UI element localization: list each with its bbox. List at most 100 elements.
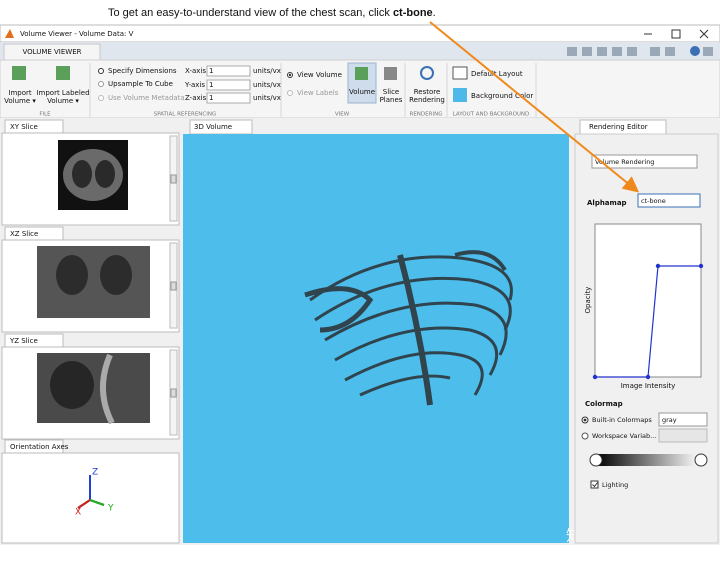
radio-dot bbox=[288, 73, 292, 77]
section-label: FILE bbox=[39, 112, 51, 118]
quick-icon[interactable] bbox=[650, 47, 660, 56]
instruction: To get an easy-to-understand view of the… bbox=[108, 7, 436, 19]
axis-field-label: X-axis bbox=[185, 67, 206, 75]
button-label: Default Layout bbox=[471, 70, 523, 78]
axis-field[interactable] bbox=[206, 92, 251, 104]
axis-field[interactable] bbox=[206, 79, 251, 91]
button-label: Slice bbox=[383, 88, 400, 96]
quick-icon[interactable] bbox=[665, 47, 675, 56]
yz-slice-lung bbox=[50, 361, 94, 409]
maximize-button[interactable] bbox=[671, 29, 681, 39]
mode-value: Volume Rendering bbox=[595, 158, 654, 166]
app-icon bbox=[5, 29, 14, 38]
quick-icon[interactable] bbox=[597, 47, 607, 56]
radio-label: Built-in Colormaps bbox=[592, 416, 652, 424]
quick-icon[interactable] bbox=[567, 47, 577, 56]
axis-field-label: Y-axis bbox=[184, 81, 205, 89]
panel-tab[interactable] bbox=[4, 333, 64, 348]
radio-label: View Volume bbox=[297, 71, 342, 79]
button-label: Import Labeled bbox=[36, 89, 89, 97]
xz-slice-image bbox=[37, 246, 150, 318]
import-icon[interactable] bbox=[12, 66, 26, 80]
rib bbox=[334, 326, 499, 376]
axis-field[interactable] bbox=[206, 65, 251, 77]
help-icon[interactable] bbox=[690, 46, 700, 56]
quick-icon[interactable] bbox=[627, 47, 637, 56]
x-axis bbox=[77, 499, 91, 509]
radio-dot bbox=[583, 418, 587, 422]
restore-icon[interactable] bbox=[420, 66, 434, 80]
radio[interactable] bbox=[287, 90, 293, 96]
axis-field-value: 1 bbox=[209, 81, 213, 89]
mode-dropdown[interactable] bbox=[591, 154, 698, 169]
scapula bbox=[454, 250, 507, 272]
radio[interactable] bbox=[581, 432, 589, 440]
panel-tab[interactable] bbox=[4, 439, 64, 454]
layout-icon[interactable] bbox=[452, 66, 468, 80]
xy-slice-lung bbox=[72, 160, 92, 188]
panel-tab[interactable] bbox=[4, 119, 64, 134]
radio[interactable] bbox=[98, 68, 104, 74]
volume-icon bbox=[355, 67, 368, 80]
colormap-bar bbox=[596, 454, 701, 466]
control-point[interactable] bbox=[655, 263, 661, 269]
toolstrip-tab-label: VOLUME VIEWER bbox=[22, 48, 81, 56]
button-label: Volume bbox=[349, 88, 375, 96]
slider-thumb[interactable] bbox=[170, 174, 177, 184]
instruction-text: To get an easy-to-understand view of the… bbox=[108, 7, 390, 19]
panel-tab[interactable] bbox=[4, 226, 64, 241]
checkmark bbox=[592, 482, 598, 488]
axis-field-unit: units/vx bbox=[253, 81, 281, 89]
quick-icon[interactable] bbox=[612, 47, 622, 56]
xz-slice-lung bbox=[56, 255, 88, 295]
lighting-checkbox[interactable] bbox=[590, 480, 599, 489]
axis-field-value: 1 bbox=[209, 67, 213, 75]
axis-label: X bbox=[75, 508, 81, 518]
axis-fields: X-axis 1 units/vxY-axis 1 units/vxZ-axis 1 uni… bbox=[184, 65, 281, 104]
alphamap-dropdown[interactable] bbox=[637, 193, 701, 208]
alphamap-curve[interactable] bbox=[595, 265, 701, 378]
close-button[interactable] bbox=[699, 29, 709, 39]
colormap-dropdown[interactable] bbox=[658, 412, 708, 427]
button-label: Planes bbox=[380, 96, 403, 104]
control-point[interactable] bbox=[592, 374, 598, 380]
quick-icon[interactable] bbox=[703, 47, 713, 56]
panel-tab-label: XZ Slice bbox=[10, 230, 38, 238]
section-label: SPATIAL REFERENCING bbox=[154, 112, 217, 118]
control-point[interactable] bbox=[645, 374, 651, 380]
button-label: Restore bbox=[414, 88, 441, 96]
alphamap-label: Alphamap bbox=[587, 199, 627, 207]
radio[interactable] bbox=[98, 95, 104, 101]
panel-tab-label: Orientation Axes bbox=[10, 443, 69, 451]
quick-icon[interactable] bbox=[582, 47, 592, 56]
window-title: Volume Viewer - Volume Data: V bbox=[20, 30, 134, 38]
alphamap-value: ct-bone bbox=[641, 197, 666, 205]
import-labeled-icon[interactable] bbox=[56, 66, 70, 80]
radio-label: Workspace Variab... bbox=[592, 432, 656, 440]
xz-slice-lung bbox=[100, 255, 132, 295]
slice-planes-icon[interactable] bbox=[384, 67, 397, 80]
colormap-handle[interactable] bbox=[589, 453, 603, 467]
slider-thumb[interactable] bbox=[170, 281, 177, 291]
editor-tab-label: Rendering Editor bbox=[589, 123, 648, 131]
intensity-label: Image Intensity bbox=[621, 382, 676, 390]
control-point[interactable] bbox=[698, 263, 704, 269]
instruction-end: . bbox=[433, 7, 436, 19]
background-color-icon[interactable] bbox=[453, 88, 467, 102]
radio-label: Upsample To Cube bbox=[108, 80, 173, 88]
axis-field-label: Z-axis bbox=[185, 94, 207, 102]
tab-strip bbox=[0, 42, 720, 60]
rib bbox=[344, 351, 484, 396]
slider-thumb[interactable] bbox=[170, 388, 177, 398]
opacity-label: Opacity bbox=[584, 287, 592, 314]
rib bbox=[314, 276, 512, 331]
axis-label: Y bbox=[107, 504, 114, 514]
instruction-emphasis: ct-bone bbox=[393, 7, 433, 19]
radio[interactable] bbox=[98, 81, 104, 87]
rib bbox=[309, 255, 513, 302]
xy-slice-lung bbox=[95, 160, 115, 188]
workspace-dropdown bbox=[658, 428, 708, 443]
colormap-handle[interactable] bbox=[694, 453, 708, 467]
